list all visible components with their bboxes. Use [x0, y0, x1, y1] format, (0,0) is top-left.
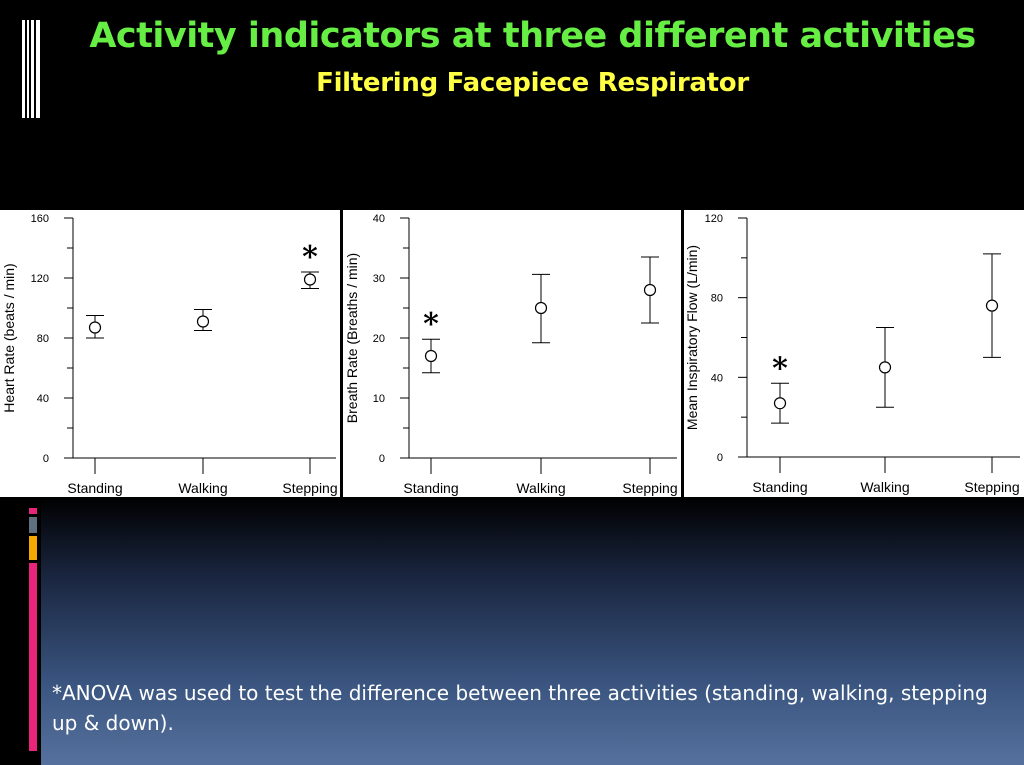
x-tick-label: Walking	[178, 480, 227, 496]
data-point	[196, 315, 210, 328]
chart-svg: 0 40 80 120 Mean Inspiratory Flow (L/min) Sta…	[684, 213, 1020, 495]
slide-background	[0, 497, 1024, 765]
y-axis-label: Breath Rate (Breaths / min)	[344, 253, 360, 423]
anova-footnote: *ANOVA was used to test the difference b…	[52, 681, 988, 735]
y-tick-label: 0	[379, 453, 385, 465]
significance-marker: *	[423, 307, 439, 342]
chart-svg: 0 10 20 30 40 Breath Rate (Breaths / min) Stan…	[344, 213, 678, 496]
x-tick-label: Walking	[516, 480, 565, 496]
inspiratory-flow-chart: 0 40 80 120 Mean Inspiratory Flow (L/min) Sta…	[684, 210, 1024, 497]
data-point	[985, 299, 999, 312]
x-tick-label: Standing	[67, 480, 122, 496]
breath-rate-chart: 0 10 20 30 40 Breath Rate (Breaths / min) Stan…	[343, 210, 681, 497]
x-tick-label: Stepping	[282, 480, 337, 496]
y-axis-label: Heart Rate (beats / min)	[1, 263, 17, 412]
chart-svg: 0 40 80 120 160 Heart Rate (beats / min) Stand…	[1, 213, 338, 496]
y-tick-label: 40	[37, 393, 49, 405]
x-tick-label: Walking	[860, 479, 909, 495]
y-tick-label: 20	[373, 333, 385, 345]
y-tick-label: 10	[373, 393, 385, 405]
x-tick-label: Standing	[403, 480, 458, 496]
data-point	[534, 301, 548, 315]
y-tick-label: 120	[705, 213, 723, 225]
y-tick-label: 80	[711, 293, 723, 305]
data-point	[424, 349, 438, 363]
y-tick-label: 0	[717, 452, 723, 464]
y-tick-label: 40	[373, 213, 385, 225]
y-tick-label: 0	[43, 453, 49, 465]
barcode-decoration	[22, 20, 40, 118]
x-tick-label: Stepping	[964, 479, 1019, 495]
data-point	[303, 273, 317, 286]
y-tick-label: 160	[31, 213, 49, 225]
data-point	[88, 321, 102, 334]
accent-block-pink	[29, 563, 37, 751]
x-tick-label: Stepping	[622, 480, 677, 496]
significance-marker: *	[302, 240, 318, 275]
y-tick-label: 40	[711, 372, 723, 384]
slide-title: Activity indicators at three different a…	[89, 16, 976, 56]
heart-rate-chart: 0 40 80 120 160 Heart Rate (beats / min) Stand…	[0, 210, 340, 497]
significance-marker: *	[772, 351, 788, 386]
data-point	[878, 361, 892, 374]
data-point	[643, 283, 657, 297]
slide-subtitle: Filtering Facepiece Respirator	[316, 68, 749, 98]
accent-block-orange	[29, 536, 37, 560]
y-tick-label: 120	[31, 273, 49, 285]
accent-block-gray	[29, 517, 37, 533]
x-tick-label: Standing	[752, 479, 807, 495]
y-axis-label: Mean Inspiratory Flow (L/min)	[684, 245, 700, 430]
accent-block-pink-top	[29, 508, 37, 514]
y-tick-label: 80	[37, 333, 49, 345]
y-tick-label: 30	[373, 273, 385, 285]
data-point	[773, 397, 787, 410]
